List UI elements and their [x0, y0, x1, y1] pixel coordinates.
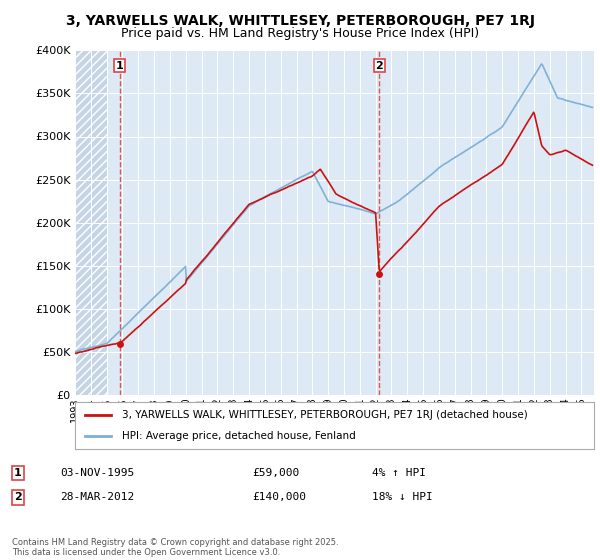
Text: 03-NOV-1995: 03-NOV-1995	[60, 468, 134, 478]
Text: 2: 2	[376, 60, 383, 71]
Text: £140,000: £140,000	[252, 492, 306, 502]
Text: 1: 1	[14, 468, 22, 478]
Text: £59,000: £59,000	[252, 468, 299, 478]
Text: Contains HM Land Registry data © Crown copyright and database right 2025.
This d: Contains HM Land Registry data © Crown c…	[12, 538, 338, 557]
Text: 1: 1	[116, 60, 124, 71]
Text: 3, YARWELLS WALK, WHITTLESEY, PETERBOROUGH, PE7 1RJ: 3, YARWELLS WALK, WHITTLESEY, PETERBOROU…	[65, 14, 535, 28]
Text: Price paid vs. HM Land Registry's House Price Index (HPI): Price paid vs. HM Land Registry's House …	[121, 27, 479, 40]
Text: 18% ↓ HPI: 18% ↓ HPI	[372, 492, 433, 502]
Bar	[75, 50, 107, 395]
Text: 3, YARWELLS WALK, WHITTLESEY, PETERBOROUGH, PE7 1RJ (detached house): 3, YARWELLS WALK, WHITTLESEY, PETERBOROU…	[122, 410, 527, 420]
Text: 2: 2	[14, 492, 22, 502]
Text: 4% ↑ HPI: 4% ↑ HPI	[372, 468, 426, 478]
Text: 28-MAR-2012: 28-MAR-2012	[60, 492, 134, 502]
Text: HPI: Average price, detached house, Fenland: HPI: Average price, detached house, Fenl…	[122, 431, 355, 441]
